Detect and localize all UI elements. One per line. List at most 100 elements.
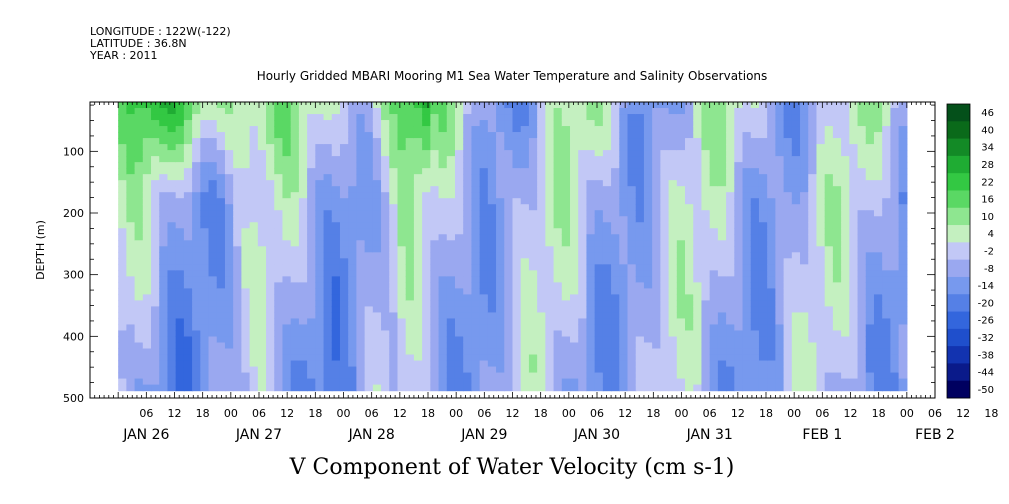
- heatmap-cell: [767, 168, 776, 175]
- heatmap-cell: [208, 294, 218, 302]
- heatmap-cell: [561, 102, 571, 109]
- heatmap-cell: [307, 246, 316, 253]
- heatmap-cell: [307, 228, 316, 235]
- heatmap-cell: [767, 300, 776, 308]
- heatmap-cell: [660, 336, 670, 344]
- heatmap-cell: [701, 180, 711, 187]
- heatmap-cell: [487, 312, 497, 320]
- heatmap-cell: [183, 342, 193, 350]
- heatmap-cell: [266, 384, 275, 392]
- heatmap-cell: [635, 162, 645, 169]
- heatmap-cell: [693, 114, 703, 121]
- heatmap-cell: [652, 222, 661, 229]
- heatmap-cell: [208, 186, 218, 193]
- heatmap-cell: [323, 204, 333, 211]
- heatmap-cell: [216, 210, 226, 217]
- heatmap-cell: [118, 126, 127, 133]
- heatmap-cell: [709, 198, 719, 205]
- heatmap-cell: [479, 318, 489, 326]
- heatmap-cell: [873, 318, 883, 326]
- heatmap-cell: [372, 246, 382, 253]
- heatmap-cell: [331, 348, 341, 356]
- heatmap-cell: [841, 360, 850, 368]
- heatmap-cell: [734, 330, 744, 338]
- heatmap-cell: [364, 300, 374, 308]
- heatmap-cell: [832, 126, 842, 133]
- heatmap-cell: [890, 162, 900, 169]
- heatmap-cell: [192, 132, 201, 139]
- heatmap-cell: [323, 264, 333, 271]
- heatmap-cell: [701, 282, 711, 289]
- heatmap-cell: [438, 138, 448, 145]
- heatmap-cell: [126, 336, 136, 344]
- heatmap-cell: [882, 282, 892, 289]
- heatmap-cell: [824, 252, 834, 259]
- heatmap-cell: [528, 132, 538, 139]
- heatmap-cell: [405, 294, 415, 302]
- heatmap-cell: [561, 366, 571, 374]
- heatmap-cell: [504, 312, 514, 320]
- heatmap-cell: [372, 174, 382, 181]
- heatmap-cell: [520, 282, 530, 289]
- heatmap-cell: [504, 288, 514, 295]
- heatmap-cell: [487, 372, 497, 380]
- heatmap-cell: [397, 192, 407, 199]
- heatmap-cell: [249, 336, 259, 344]
- heatmap-cell: [151, 180, 160, 187]
- heatmap-cell: [767, 144, 776, 151]
- heatmap-cell: [454, 282, 464, 289]
- heatmap-cell: [381, 300, 390, 308]
- heatmap-cell: [570, 108, 579, 115]
- heatmap-cell: [430, 378, 440, 386]
- heatmap-cell: [405, 210, 415, 217]
- heatmap-cell: [652, 114, 661, 121]
- heatmap-cell: [758, 132, 768, 139]
- heatmap-cell: [405, 372, 415, 380]
- heatmap-cell: [446, 264, 456, 271]
- heatmap-cell: [159, 384, 169, 392]
- heatmap-cell: [537, 168, 546, 175]
- heatmap-cell: [882, 372, 892, 380]
- heatmap-cell: [257, 246, 267, 253]
- heatmap-cell: [586, 138, 596, 145]
- heatmap-cell: [454, 294, 464, 302]
- heatmap-cell: [783, 300, 793, 308]
- heatmap-cell: [175, 228, 185, 235]
- heatmap-cell: [545, 204, 555, 211]
- heatmap-cell: [602, 192, 612, 199]
- heatmap-cell: [602, 120, 612, 127]
- heatmap-cell: [882, 150, 892, 157]
- heatmap-cell: [775, 240, 785, 247]
- heatmap-cell: [816, 144, 826, 151]
- heatmap-cell: [824, 120, 834, 127]
- heatmap-cell: [808, 342, 818, 350]
- heatmap-cell: [372, 126, 382, 133]
- heatmap-cell: [479, 294, 489, 302]
- heatmap-cell: [389, 360, 399, 368]
- heatmap-cell: [257, 282, 267, 289]
- heatmap-cell: [496, 156, 505, 163]
- heatmap-cell: [282, 276, 292, 283]
- heatmap-cell: [167, 324, 177, 332]
- heatmap-cell: [175, 360, 185, 368]
- heatmap-cell: [824, 216, 834, 223]
- heatmap-cell: [643, 378, 653, 386]
- heatmap-cell: [816, 126, 826, 133]
- heatmap-cell: [520, 264, 530, 271]
- heatmap-cell: [159, 192, 169, 199]
- heatmap-cell: [734, 360, 744, 368]
- heatmap-cell: [446, 246, 456, 253]
- heatmap-cell: [849, 156, 859, 163]
- heatmap-cell: [758, 120, 768, 127]
- heatmap-cell: [832, 150, 842, 157]
- heatmap-cell: [274, 336, 284, 344]
- heatmap-cell: [183, 156, 193, 163]
- heatmap-cell: [726, 138, 735, 145]
- heatmap-cell: [413, 198, 423, 205]
- heatmap-cell: [685, 126, 694, 133]
- heatmap-cell: [890, 384, 900, 392]
- heatmap-cell: [676, 192, 686, 199]
- heatmap-cell: [323, 348, 333, 356]
- heatmap-cell: [528, 264, 538, 271]
- heatmap-cell: [791, 336, 801, 344]
